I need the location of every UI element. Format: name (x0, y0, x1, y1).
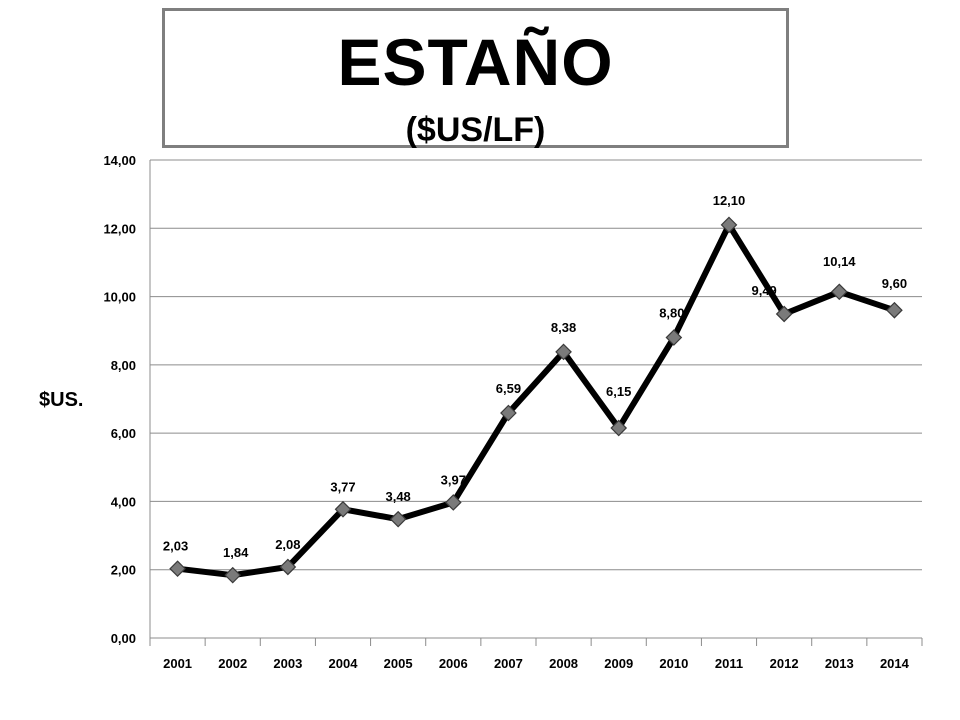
x-tick-label: 2004 (329, 656, 359, 671)
x-tick-label: 2007 (494, 656, 523, 671)
x-tick-label: 2010 (659, 656, 688, 671)
chart-subtitle: ($US/LF) (405, 111, 546, 149)
data-point-marker (444, 494, 462, 511)
data-point-marker (500, 404, 517, 422)
data-point-marker (169, 560, 186, 578)
y-tick-label: 14,00 (103, 153, 136, 168)
y-axis-label: $US. (39, 389, 84, 411)
data-point-marker (775, 305, 793, 323)
data-label: 9,60 (882, 276, 907, 291)
x-tick-label: 2009 (604, 656, 633, 671)
x-tick-label: 2008 (549, 656, 578, 671)
x-tick-label: 2012 (770, 656, 799, 671)
chart-title-box: ESTAÑO ($US/LF) (162, 8, 789, 148)
data-label: 6,59 (496, 381, 521, 396)
data-label: 2,03 (163, 539, 188, 554)
data-point-marker (334, 500, 352, 518)
data-point-marker (720, 216, 738, 234)
data-point-marker (830, 283, 848, 301)
data-point-marker (665, 329, 683, 346)
chart-title: ESTAÑO (337, 25, 614, 99)
data-label: 6,15 (606, 384, 631, 399)
x-tick-label: 2003 (273, 656, 302, 671)
data-label: 3,77 (330, 479, 355, 494)
x-tick-label: 2006 (439, 656, 468, 671)
data-label: 8,80 (659, 306, 684, 321)
x-tick-label: 2014 (880, 656, 910, 671)
x-tick-label: 2002 (218, 656, 247, 671)
data-label: 3,48 (385, 489, 410, 504)
x-tick-label: 2001 (163, 656, 192, 671)
x-tick-label: 2005 (384, 656, 413, 671)
data-point-marker (610, 419, 628, 437)
data-point-marker (555, 343, 572, 361)
data-label: 10,14 (823, 254, 856, 269)
y-tick-label: 2,00 (111, 563, 136, 578)
data-label: 12,10 (713, 193, 746, 208)
data-point-marker (279, 558, 297, 576)
y-tick-label: 0,00 (111, 631, 136, 646)
data-label: 1,84 (223, 545, 249, 560)
data-point-marker (224, 566, 242, 584)
x-tick-label: 2013 (825, 656, 854, 671)
y-tick-label: 8,00 (111, 358, 136, 373)
data-label: 3,97 (441, 472, 466, 487)
y-tick-label: 10,00 (103, 290, 136, 305)
data-label: 2,08 (275, 537, 300, 552)
data-point-marker (886, 301, 903, 319)
data-point-marker (389, 510, 407, 528)
x-tick-label: 2011 (715, 656, 743, 671)
y-tick-label: 12,00 (103, 221, 136, 236)
data-label: 8,38 (551, 320, 576, 335)
series-line (174, 221, 898, 579)
y-tick-label: 6,00 (111, 426, 136, 441)
data-label: 9,49 (751, 283, 776, 298)
y-tick-label: 4,00 (111, 494, 136, 509)
